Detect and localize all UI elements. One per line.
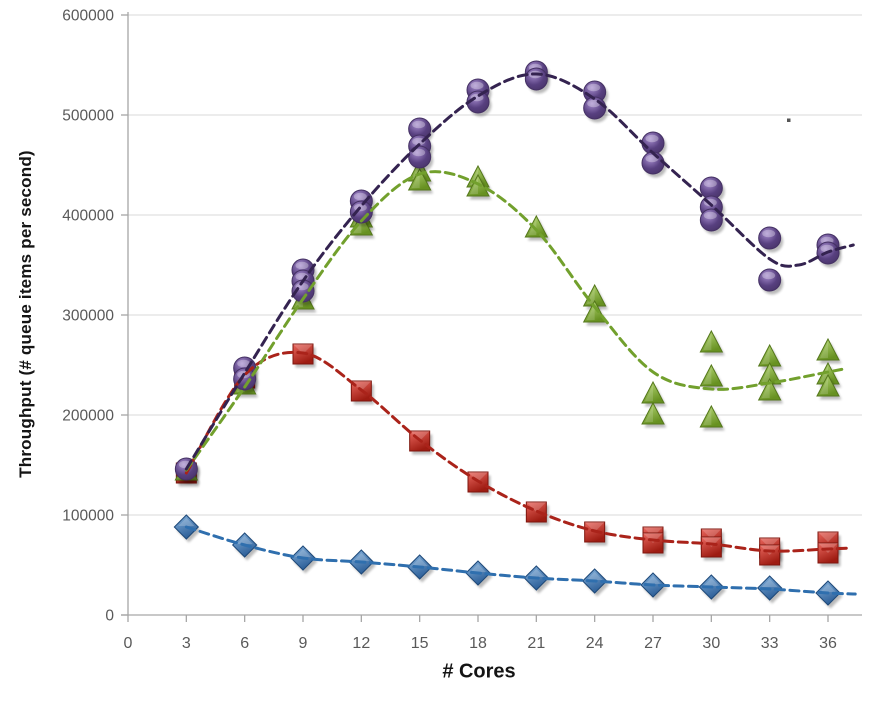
data-point-marker [758, 268, 784, 295]
data-point-marker [816, 373, 842, 400]
data-point-marker [408, 145, 434, 172]
x-tick-label: 6 [240, 635, 249, 652]
data-point-marker [816, 241, 842, 268]
data-point-marker [699, 329, 725, 356]
x-tick-label: 24 [586, 635, 604, 652]
data-point-marker [758, 226, 784, 253]
y-tick-label: 300000 [62, 308, 114, 325]
data-point-marker [642, 532, 666, 557]
x-tick-label: 33 [761, 635, 779, 652]
x-tick-label: 12 [352, 635, 370, 652]
data-point-marker [699, 208, 725, 235]
y-tick-label: 600000 [62, 8, 114, 25]
data-point-marker [233, 367, 259, 394]
data-point-marker [757, 377, 784, 404]
trendline-blue-diamonds [184, 525, 857, 596]
x-axis-title: # Cores [442, 660, 516, 683]
x-tick-label: 21 [527, 635, 545, 652]
data-point-marker [816, 337, 842, 364]
series-red-squares [175, 343, 841, 569]
x-tick-label: 15 [411, 635, 429, 652]
speck-artifact [787, 118, 791, 122]
series-purple-circles [174, 60, 842, 484]
series-blue-diamonds [173, 514, 843, 609]
trendline-red-squares [184, 350, 853, 553]
data-point-marker [699, 404, 725, 431]
series-green-triangles [174, 158, 842, 484]
x-tick-label: 3 [182, 635, 191, 652]
x-tick-label: 36 [819, 635, 837, 652]
x-tick-label: 9 [299, 635, 308, 652]
y-tick-label: 100000 [62, 508, 114, 525]
y-tick-label: 200000 [62, 408, 114, 425]
y-tick-label: 500000 [62, 108, 114, 125]
data-point-marker [757, 343, 784, 370]
y-tick-label: 400000 [62, 208, 114, 225]
data-point-marker [467, 471, 491, 496]
data-point-marker [349, 200, 375, 227]
data-point-marker [700, 536, 724, 561]
y-tick-label: 0 [105, 608, 114, 625]
data-point-marker [817, 542, 841, 567]
data-point-marker [641, 401, 667, 428]
data-point-marker [759, 544, 783, 569]
trendline-green-triangles [184, 170, 846, 472]
data-point-marker [407, 167, 434, 194]
data-point-marker [466, 90, 492, 117]
data-point-marker [582, 299, 609, 326]
x-tick-label: 30 [702, 635, 720, 652]
trendline-purple-circles [184, 72, 855, 471]
data-point-marker [699, 363, 725, 390]
data-point-marker [641, 380, 667, 407]
x-tick-label: 27 [644, 635, 662, 652]
x-tick-label: 18 [469, 635, 487, 652]
data-point-marker [584, 521, 608, 546]
x-tick-label: 0 [124, 635, 133, 652]
data-point-marker [524, 214, 550, 241]
gridlines [128, 14, 862, 516]
